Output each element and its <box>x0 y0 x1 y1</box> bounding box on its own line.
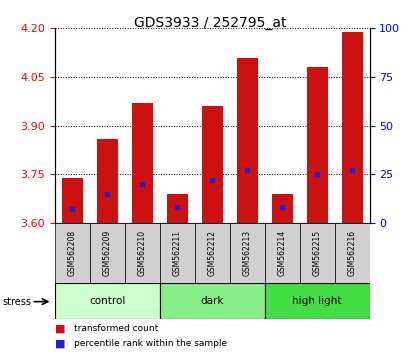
Bar <box>335 223 370 283</box>
Bar <box>62 178 83 223</box>
Bar <box>167 194 188 223</box>
Bar <box>272 194 293 223</box>
Bar <box>307 67 328 223</box>
Bar <box>125 223 160 283</box>
Text: GSM562211: GSM562211 <box>173 230 181 276</box>
Text: GSM562215: GSM562215 <box>312 230 322 276</box>
Bar <box>202 106 223 223</box>
Bar <box>55 283 160 319</box>
Text: GDS3933 / 252795_at: GDS3933 / 252795_at <box>134 16 286 30</box>
Text: transformed count: transformed count <box>74 324 158 333</box>
Text: control: control <box>89 296 125 306</box>
Bar <box>160 283 265 319</box>
Text: ■: ■ <box>55 324 65 333</box>
Bar <box>194 223 230 283</box>
Text: ■: ■ <box>55 338 65 348</box>
Bar <box>236 57 257 223</box>
Bar <box>230 223 265 283</box>
Text: GSM562209: GSM562209 <box>102 230 112 276</box>
Text: GSM562216: GSM562216 <box>348 230 357 276</box>
Text: stress: stress <box>2 297 31 307</box>
Text: percentile rank within the sample: percentile rank within the sample <box>74 339 227 348</box>
Text: dark: dark <box>200 296 224 306</box>
Bar <box>265 223 299 283</box>
Text: GSM562210: GSM562210 <box>138 230 147 276</box>
Text: GSM562213: GSM562213 <box>243 230 252 276</box>
Bar <box>89 223 125 283</box>
Bar <box>265 283 370 319</box>
Bar <box>55 223 89 283</box>
Text: GSM562214: GSM562214 <box>278 230 286 276</box>
Text: GSM562212: GSM562212 <box>207 230 217 276</box>
Text: GSM562208: GSM562208 <box>68 230 76 276</box>
Bar <box>299 223 335 283</box>
Bar <box>341 32 362 223</box>
Bar <box>160 223 194 283</box>
Bar <box>131 103 152 223</box>
Bar <box>97 139 118 223</box>
Text: high light: high light <box>292 296 342 306</box>
